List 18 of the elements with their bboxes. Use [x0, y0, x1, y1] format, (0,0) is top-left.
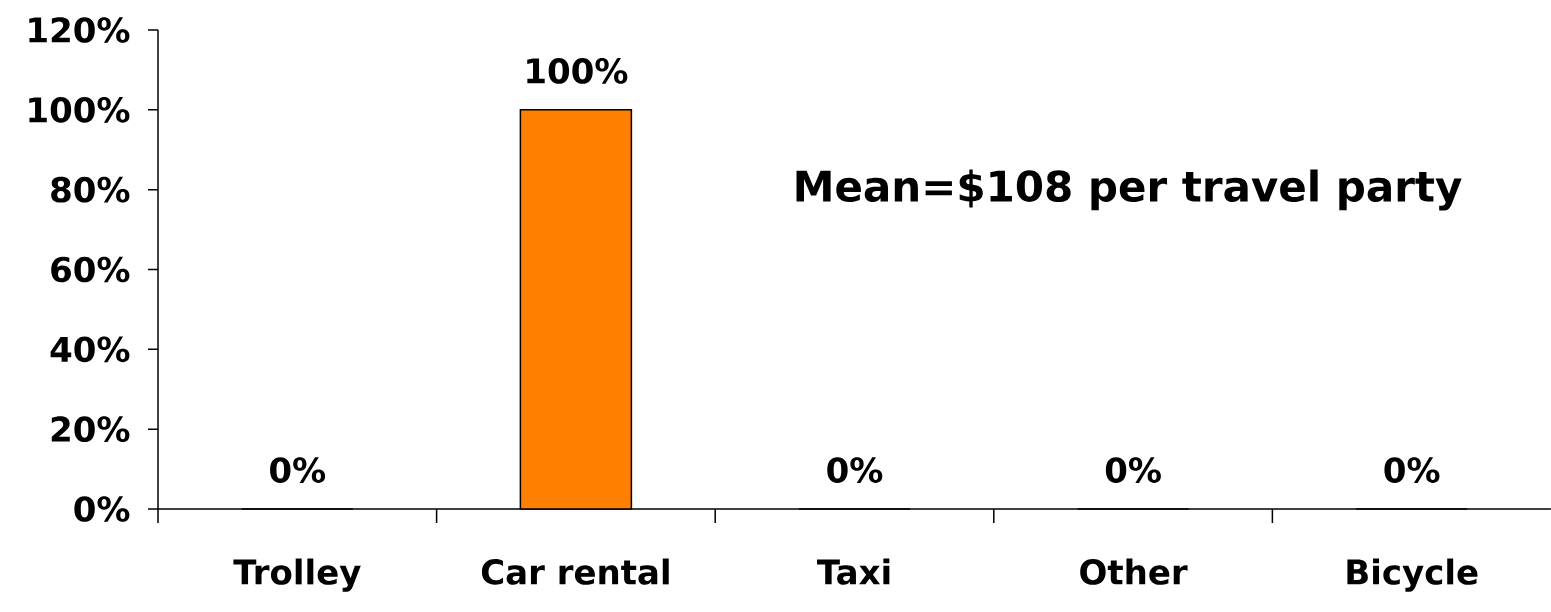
x-tick-label: Bicycle	[1347, 558, 1478, 592]
data-label: 0%	[827, 457, 883, 483]
y-tick-label: 20%	[51, 416, 130, 443]
y-tick-label: 100%	[29, 96, 130, 123]
data-label: 100%	[527, 58, 628, 84]
y-tick-label: 60%	[51, 256, 130, 283]
y-tick-label: 80%	[51, 176, 130, 203]
x-tick-label: Trolley	[233, 558, 361, 592]
x-tick-label: Car rental	[481, 558, 669, 585]
data-label: 0%	[1384, 457, 1440, 483]
data-label: 0%	[270, 457, 326, 483]
y-tick-label: 40%	[50, 336, 130, 363]
x-tick-label: Taxi	[817, 558, 890, 585]
annotation: Mean=$108 per travel party	[796, 169, 1462, 211]
y-tick-label: 120%	[29, 17, 130, 43]
x-tick-label: Other	[1080, 558, 1188, 585]
data-label: 0%	[1105, 457, 1161, 483]
y-tick-label: 0%	[74, 496, 130, 522]
